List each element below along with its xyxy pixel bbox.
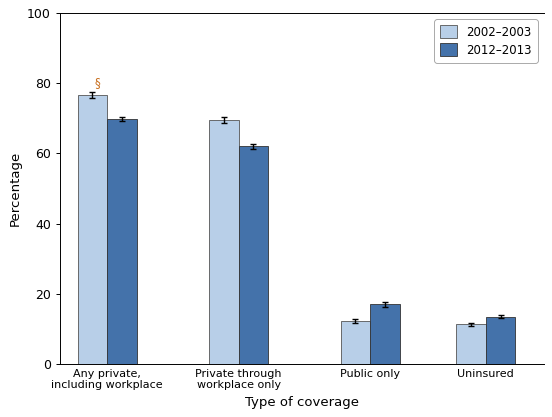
Bar: [341, 321, 370, 364]
Text: §: §: [95, 76, 100, 89]
Bar: [209, 120, 238, 364]
Bar: [107, 119, 136, 364]
Y-axis label: Percentage: Percentage: [8, 151, 22, 226]
Bar: [486, 317, 515, 364]
X-axis label: Type of coverage: Type of coverage: [245, 396, 359, 409]
Bar: [457, 324, 486, 364]
Bar: [370, 304, 400, 364]
Bar: [238, 146, 268, 364]
Bar: [78, 95, 107, 364]
Legend: 2002–2003, 2012–2013: 2002–2003, 2012–2013: [434, 19, 538, 63]
